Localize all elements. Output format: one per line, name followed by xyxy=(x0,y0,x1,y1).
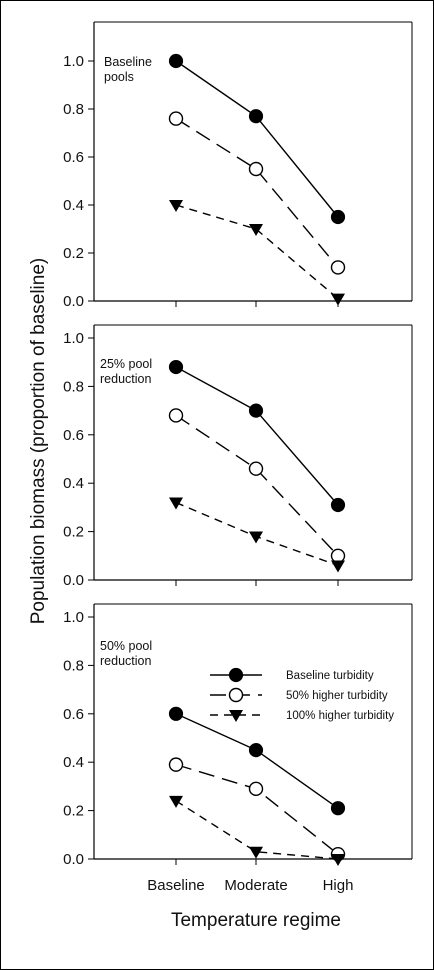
panel-3-data-point xyxy=(330,801,346,816)
panel-2-series-line xyxy=(175,366,339,506)
panel-1-series-line xyxy=(175,204,339,300)
panel-1-data-point xyxy=(169,200,183,212)
panel-2-ytick-label: 1.0 xyxy=(63,330,84,347)
xtick-label: Moderate xyxy=(224,877,287,894)
panel-3-data-point xyxy=(168,757,184,772)
panel-2-annotation: 25% pool xyxy=(100,357,152,371)
panel-1-series-line xyxy=(175,118,339,268)
panel-2-annotation: reduction xyxy=(100,372,151,386)
panel-2-data-point xyxy=(330,548,346,563)
panel-1-annotation: Baseline xyxy=(104,55,152,69)
panel-3-data-point xyxy=(249,846,263,859)
panel-3-ytick-label: 1.0 xyxy=(63,609,84,626)
panel-1-data-point xyxy=(330,209,346,225)
panel-1-ytick-label: 0.8 xyxy=(63,101,84,118)
panel-2-data-point xyxy=(248,461,264,476)
panel-3-data-point xyxy=(168,706,184,721)
legend-entry: 100% higher turbidity xyxy=(286,710,394,722)
xtick-label: Baseline xyxy=(147,877,205,894)
xtick-label: High xyxy=(323,877,354,894)
x-axis-label: Temperature regime xyxy=(171,910,341,931)
panel-2-ytick-label: 0.0 xyxy=(63,572,84,589)
legend-entry: 50% higher turbidity xyxy=(286,690,388,702)
panel-1-ytick-label: 0.4 xyxy=(63,197,84,214)
legend-marker xyxy=(228,687,244,703)
panel-3-data-point xyxy=(248,742,264,758)
panel-2-ytick-label: 0.4 xyxy=(63,475,84,492)
panel-3-ytick-label: 0.2 xyxy=(63,803,84,820)
panel-3-annotation: 50% pool xyxy=(100,639,152,653)
panel-1-ytick-label: 0.2 xyxy=(63,245,84,262)
panel-1-data-point xyxy=(168,111,184,126)
panel-2-data-point xyxy=(330,497,346,513)
panel-3-series-line xyxy=(175,800,339,860)
panel-3-ytick-label: 0.4 xyxy=(63,754,84,771)
y-axis-label: Population biomass (proportion of baseli… xyxy=(28,258,49,625)
panel-2-data-point xyxy=(168,408,184,423)
legend-marker xyxy=(229,710,243,722)
panel-3-series-line xyxy=(175,763,339,855)
panel-2-data-point xyxy=(169,497,183,510)
panel-1-ytick-label: 1.0 xyxy=(63,53,84,70)
panel-1-data-point xyxy=(330,260,346,275)
panel-3-ytick-label: 0.0 xyxy=(63,851,84,868)
panel-3-data-point xyxy=(248,781,264,797)
panel-2-data-point xyxy=(248,403,264,418)
panel-1-data-point xyxy=(331,293,345,306)
panel-1-series-line xyxy=(175,60,339,218)
panel-2-data-point xyxy=(168,359,184,375)
panel-3-ytick-label: 0.8 xyxy=(63,657,84,674)
panel-1-ytick-label: 0.0 xyxy=(63,293,84,310)
panel-2-ytick-label: 0.2 xyxy=(63,524,84,541)
panel-1-data-point xyxy=(248,109,264,124)
panel-3-data-point xyxy=(331,854,345,866)
panel-1-annotation: pools xyxy=(104,70,134,84)
panel-2-ytick-label: 0.8 xyxy=(63,378,84,395)
panel-1-data-point xyxy=(249,224,263,236)
panel-1-data-point xyxy=(168,53,184,69)
panel-1-ytick-label: 0.6 xyxy=(63,149,84,166)
legend-entry: Baseline turbidity xyxy=(286,670,374,682)
legend-marker xyxy=(228,667,244,683)
panel-3-annotation: reduction xyxy=(100,654,151,668)
panel-2-ytick-label: 0.6 xyxy=(63,427,84,444)
panel-3-data-point xyxy=(169,795,183,808)
panel-2-data-point xyxy=(331,560,345,573)
panel-2-data-point xyxy=(249,531,263,544)
panel-1-data-point xyxy=(248,161,264,177)
panel-3-ytick-label: 0.6 xyxy=(63,706,84,723)
